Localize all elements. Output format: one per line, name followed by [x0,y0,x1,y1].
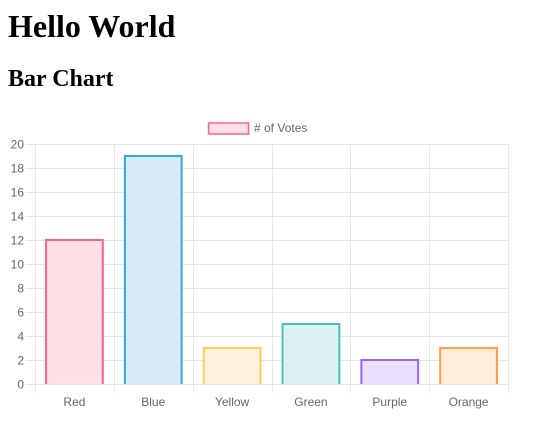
grid-lines [26,144,509,393]
x-tick-label: Blue [141,395,165,409]
bar[interactable] [282,324,340,384]
bar-outline [202,347,262,384]
bar[interactable] [46,240,103,384]
y-tick-label: 18 [11,162,25,176]
bar-chart: # of Votes 0 2 4 6 8 10 12 14 16 18 20 Red Blue Yell… [11,121,509,409]
y-axis-ticks: 0 2 4 6 8 10 12 14 16 18 20 [11,138,25,392]
y-tick-label: 14 [11,210,25,224]
bar-chart-container: # of Votes 0 2 4 6 8 10 12 14 16 18 20 Red Blue Yell… [0,110,548,425]
x-tick-label: Green [294,395,327,409]
x-axis-ticks: Red Blue Yellow Green Purple Orange [63,395,489,409]
x-tick-label: Yellow [215,395,250,409]
bar[interactable] [203,348,261,384]
bar-outline [281,323,341,384]
y-tick-label: 8 [17,282,24,296]
bar-outline [439,347,498,384]
legend-label: # of Votes [254,121,307,135]
x-tick-label: Red [63,395,85,409]
y-tick-label: 4 [17,330,24,344]
bar[interactable] [124,156,182,384]
y-tick-label: 12 [11,234,25,248]
bar[interactable] [440,348,497,384]
y-tick-label: 2 [17,354,24,368]
x-tick-label: Purple [372,395,407,409]
bars [45,155,498,384]
legend[interactable]: # of Votes [207,121,308,135]
bar-outline [123,155,183,384]
bar[interactable] [361,360,419,384]
y-tick-label: 10 [11,258,25,272]
chart-section-title: Bar Chart [8,66,114,92]
y-tick-label: 0 [17,378,24,392]
x-tick-label: Orange [449,395,489,409]
bar-outline [360,359,420,384]
y-tick-label: 20 [11,138,25,152]
y-tick-label: 6 [17,306,24,320]
bar-outline [45,239,104,384]
y-tick-label: 16 [11,186,25,200]
page-title: Hello World [8,8,176,44]
legend-swatch [207,122,250,135]
